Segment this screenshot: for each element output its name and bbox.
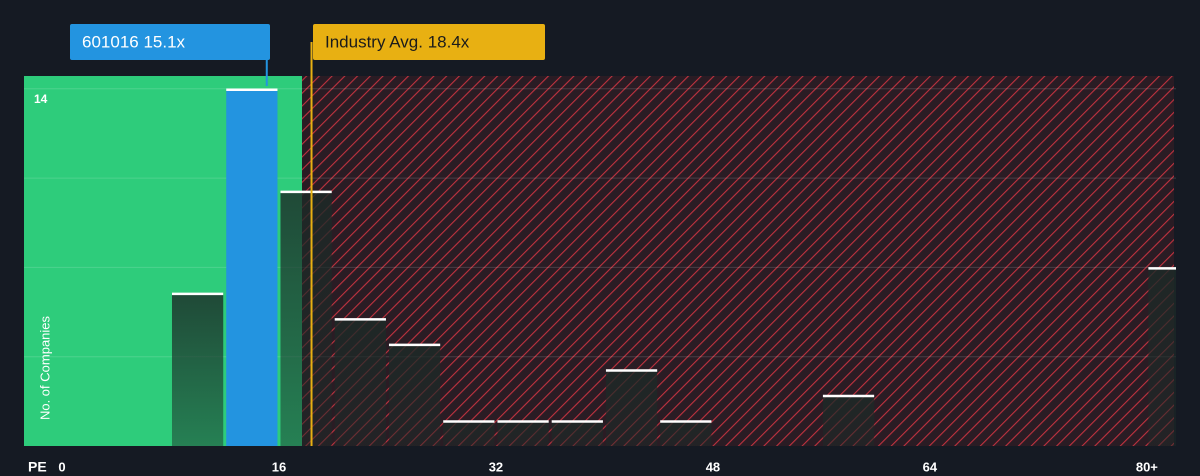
x-tick-label: 48 xyxy=(706,459,720,474)
bar xyxy=(334,318,386,446)
bar xyxy=(660,420,712,446)
bars xyxy=(171,88,1176,447)
x-tick-label: 16 xyxy=(272,459,286,474)
x-tick-label: 64 xyxy=(923,459,938,474)
x-tick-label: 32 xyxy=(489,459,503,474)
bar xyxy=(497,420,549,446)
bar xyxy=(1148,267,1176,446)
annotation-label: 601016 15.1x xyxy=(82,32,186,51)
bar xyxy=(443,420,495,446)
annotation-box xyxy=(70,24,270,60)
bar xyxy=(226,88,278,447)
annotation-label: Industry Avg. 18.4x xyxy=(325,32,470,51)
x-tick-label: 0 xyxy=(58,459,65,474)
y-tick-label: 14 xyxy=(34,92,48,106)
bar xyxy=(280,190,332,446)
bar xyxy=(171,292,224,446)
y-axis-label: No. of Companies xyxy=(37,315,52,420)
x-axis-label: PE xyxy=(28,459,47,475)
x-tick-label: 80+ xyxy=(1136,459,1158,474)
bar xyxy=(388,343,441,446)
bar xyxy=(822,394,875,446)
annotation-box xyxy=(313,24,545,60)
zone xyxy=(302,76,1174,446)
bar xyxy=(605,369,658,446)
bar xyxy=(551,420,603,446)
